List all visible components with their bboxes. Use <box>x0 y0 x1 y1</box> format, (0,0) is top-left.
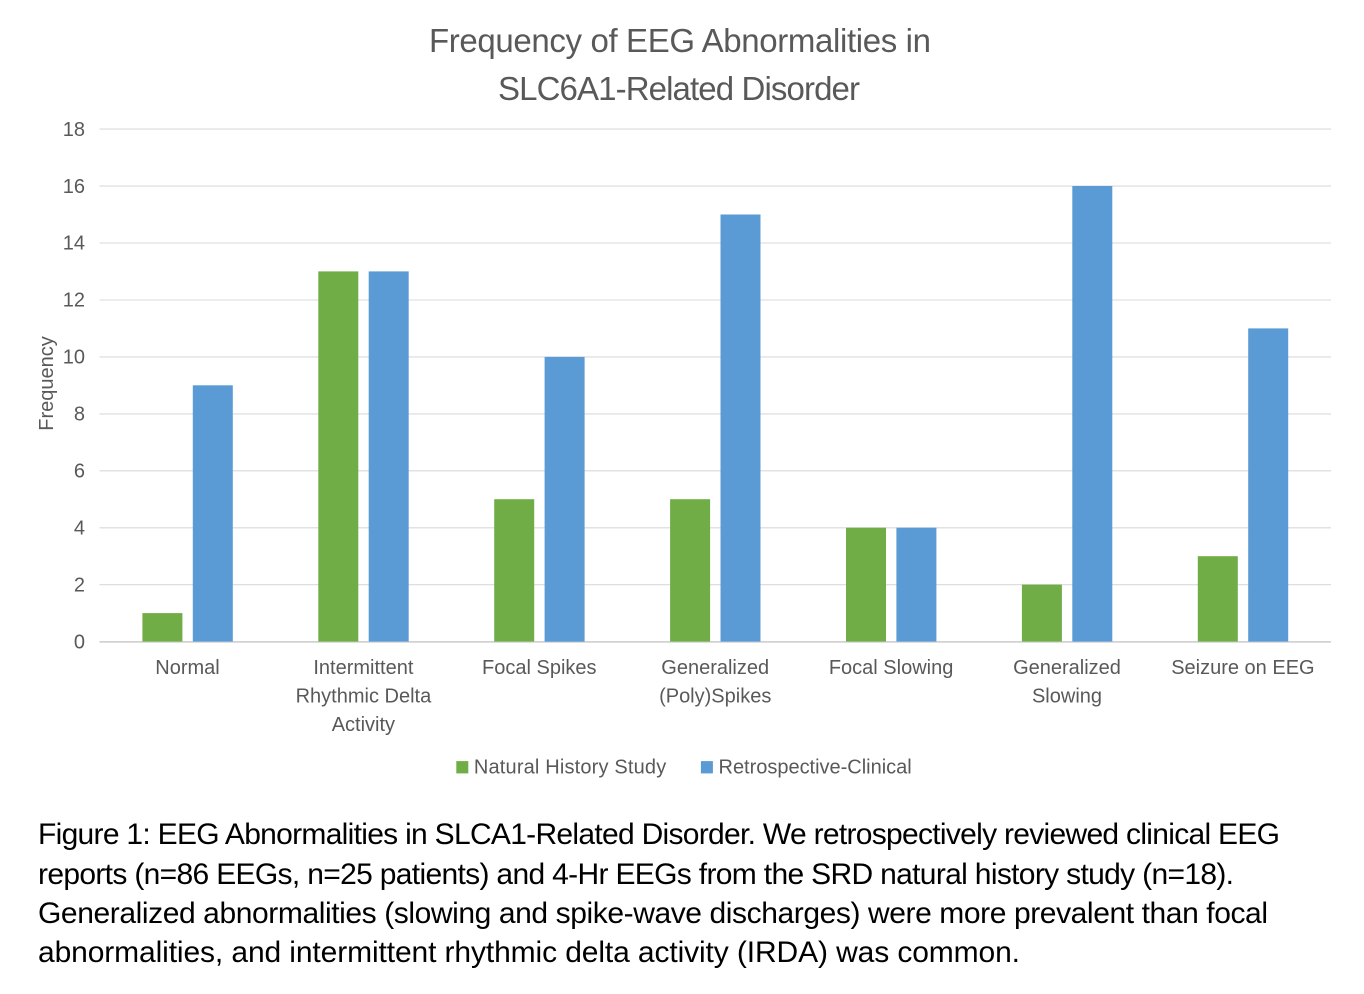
svg-text:18: 18 <box>63 119 85 141</box>
svg-text:10: 10 <box>63 347 85 369</box>
svg-text:SLC6A1-Related Disorder: SLC6A1-Related Disorder <box>498 70 860 107</box>
svg-text:abnormalities, and intermitten: abnormalities, and intermittent rhythmic… <box>38 936 1020 969</box>
svg-text:(Poly)Spikes: (Poly)Spikes <box>659 686 771 708</box>
svg-text:6: 6 <box>74 461 85 483</box>
svg-text:0: 0 <box>74 631 85 653</box>
svg-text:reports (n=86 EEGs, n=25 patie: reports (n=86 EEGs, n=25 patients) and 4… <box>38 858 1234 891</box>
svg-text:Generalized: Generalized <box>1013 657 1121 679</box>
svg-text:Generalized: Generalized <box>661 657 769 679</box>
svg-text:Frequency: Frequency <box>36 336 58 431</box>
svg-text:Focal Spikes: Focal Spikes <box>482 657 597 679</box>
svg-text:12: 12 <box>63 290 85 312</box>
svg-text:Rhythmic Delta: Rhythmic Delta <box>296 686 432 708</box>
svg-text:Seizure on EEG: Seizure on EEG <box>1171 657 1314 679</box>
svg-text:Frequency of EEG Abnormalities: Frequency of EEG Abnormalities in <box>429 22 931 59</box>
svg-text:Retrospective-Clinical: Retrospective-Clinical <box>719 757 912 779</box>
svg-text:Figure 1: EEG Abnormalities in: Figure 1: EEG Abnormalities in SLCA1-Rel… <box>38 818 1280 851</box>
svg-text:Normal: Normal <box>155 657 219 679</box>
svg-text:2: 2 <box>74 574 85 596</box>
svg-text:14: 14 <box>63 233 85 255</box>
svg-text:16: 16 <box>63 176 85 198</box>
svg-text:8: 8 <box>74 404 85 426</box>
svg-text:Intermittent: Intermittent <box>313 657 413 679</box>
svg-text:Slowing: Slowing <box>1032 686 1102 708</box>
svg-text:4: 4 <box>74 518 85 540</box>
svg-text:Activity: Activity <box>332 714 395 736</box>
svg-text:Natural History Study: Natural History Study <box>474 757 666 779</box>
svg-text:Generalized abnormalities (slo: Generalized abnormalities (slowing and s… <box>38 897 1268 930</box>
svg-text:Focal Slowing: Focal Slowing <box>829 657 954 679</box>
